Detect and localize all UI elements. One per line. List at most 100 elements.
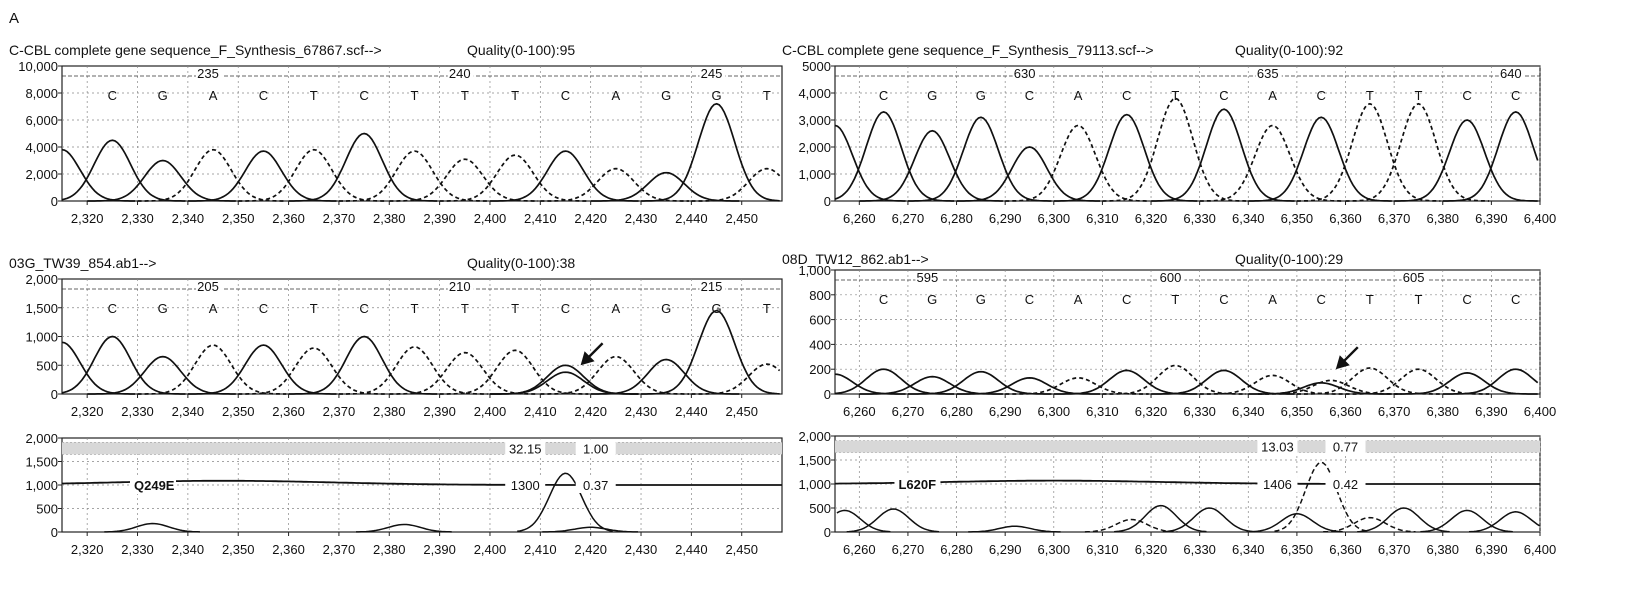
trace-peak bbox=[87, 159, 236, 202]
x-tick-label: 2,320 bbox=[71, 211, 104, 226]
annotation-value: 1.00 bbox=[583, 441, 608, 456]
difference-peak bbox=[1420, 509, 1513, 533]
difference-peak bbox=[1250, 513, 1343, 533]
trace-peak bbox=[1394, 119, 1538, 202]
base-call: G bbox=[661, 301, 671, 316]
y-tick-label: 2,000 bbox=[25, 272, 58, 287]
position-label-bg bbox=[196, 67, 223, 83]
trace-peak bbox=[956, 377, 1101, 395]
x-tick-label: 6,310 bbox=[1086, 404, 1119, 419]
x-tick-label: 6,280 bbox=[940, 211, 973, 226]
position-label: 245 bbox=[701, 66, 723, 81]
x-tick-label: 2,400 bbox=[474, 542, 507, 557]
trace-peak bbox=[590, 171, 740, 202]
y-tick-label: 0 bbox=[51, 525, 58, 540]
x-tick-label: 2,450 bbox=[725, 404, 758, 419]
y-tick-label: 1,500 bbox=[25, 455, 58, 470]
position-label-bg bbox=[447, 280, 474, 296]
threshold-band bbox=[835, 440, 1540, 453]
x-tick-label: 6,350 bbox=[1281, 404, 1314, 419]
baseline-trace bbox=[62, 479, 782, 486]
trace-peak bbox=[1151, 369, 1295, 395]
y-tick-label: 0 bbox=[824, 194, 831, 209]
x-tick-label: 6,270 bbox=[892, 542, 925, 557]
x-tick-label: 6,300 bbox=[1038, 404, 1071, 419]
arrow-head bbox=[580, 351, 595, 366]
base-call: C bbox=[1317, 292, 1326, 307]
x-tick-label: 6,380 bbox=[1426, 211, 1459, 226]
x-tick-label: 6,330 bbox=[1183, 404, 1216, 419]
trace-peak bbox=[1345, 102, 1490, 202]
y-tick-label: 2,000 bbox=[798, 140, 831, 155]
threshold-band bbox=[62, 442, 782, 455]
position-label-bg bbox=[447, 67, 474, 83]
trace-peak bbox=[1199, 124, 1344, 202]
x-tick-label: 6,260 bbox=[843, 542, 876, 557]
trace-peak bbox=[691, 363, 781, 395]
base-call: T bbox=[511, 88, 519, 103]
trace-peak bbox=[540, 167, 689, 202]
difference-peak bbox=[542, 526, 638, 533]
annotation-bg bbox=[1257, 475, 1298, 492]
x-tick-label: 2,380 bbox=[373, 542, 406, 557]
x-tick-label: 6,330 bbox=[1183, 542, 1216, 557]
plot-frame bbox=[834, 269, 1541, 395]
x-tick-label: 6,400 bbox=[1524, 211, 1557, 226]
base-call: C bbox=[259, 301, 268, 316]
panels-group: C-CBL complete gene sequence_F_Synthesis… bbox=[9, 42, 1556, 557]
x-tick-label: 6,380 bbox=[1426, 542, 1459, 557]
x-tick-label: 2,440 bbox=[675, 211, 708, 226]
x-tick-label: 2,330 bbox=[121, 211, 154, 226]
trace-peak bbox=[1442, 110, 1539, 202]
base-call: G bbox=[158, 88, 168, 103]
x-tick-label: 2,400 bbox=[474, 404, 507, 419]
trace-peak bbox=[908, 370, 1052, 395]
x-tick-label: 2,320 bbox=[71, 542, 104, 557]
x-tick-label: 6,300 bbox=[1038, 542, 1071, 557]
x-tick-label: 2,380 bbox=[373, 211, 406, 226]
x-tick-label: 6,390 bbox=[1475, 542, 1508, 557]
trace-peak bbox=[1102, 364, 1246, 395]
x-tick-label: 6,360 bbox=[1329, 542, 1362, 557]
position-label: 640 bbox=[1500, 66, 1522, 81]
position-label-bg bbox=[699, 67, 726, 83]
x-tick-label: 6,290 bbox=[989, 404, 1022, 419]
trace-panel-2: C-CBL complete gene sequence_F_Synthesis… bbox=[782, 42, 1556, 226]
base-call: T bbox=[1414, 292, 1422, 307]
base-call: A bbox=[612, 88, 621, 103]
base-call: G bbox=[927, 88, 937, 103]
base-call: T bbox=[511, 301, 519, 316]
base-call: C bbox=[1025, 88, 1034, 103]
position-label-bg bbox=[1401, 271, 1428, 287]
trace-peak bbox=[61, 341, 136, 395]
x-tick-label: 2,400 bbox=[474, 211, 507, 226]
trace-peak bbox=[1005, 124, 1149, 202]
trace-peak bbox=[61, 335, 186, 395]
plot-frame bbox=[61, 65, 783, 202]
base-call: C bbox=[108, 301, 117, 316]
mutation-label-bg bbox=[130, 476, 176, 494]
trace-quality: Quality(0-100):38 bbox=[467, 255, 575, 271]
baseline-trace bbox=[835, 479, 1540, 485]
x-tick-label: 2,370 bbox=[323, 404, 356, 419]
y-tick-label: 1,000 bbox=[25, 330, 58, 345]
trace-peak bbox=[1199, 374, 1344, 395]
annotation-value: 0.77 bbox=[1333, 440, 1358, 455]
trace-peak bbox=[1297, 102, 1441, 202]
x-tick-label: 6,350 bbox=[1281, 211, 1314, 226]
x-tick-label: 2,440 bbox=[675, 542, 708, 557]
y-tick-label: 2,000 bbox=[25, 431, 58, 446]
x-tick-label: 6,290 bbox=[989, 211, 1022, 226]
base-call: C bbox=[879, 292, 888, 307]
x-tick-label: 2,350 bbox=[222, 542, 255, 557]
trace-peak bbox=[1442, 368, 1539, 395]
base-call: A bbox=[612, 301, 621, 316]
trace-quality: Quality(0-100):92 bbox=[1235, 42, 1343, 58]
y-tick-label: 800 bbox=[809, 288, 831, 303]
position-label: 595 bbox=[917, 270, 939, 285]
trace-peak bbox=[339, 346, 488, 395]
position-label: 205 bbox=[197, 279, 219, 294]
mutation-label: Q249E bbox=[134, 478, 175, 493]
y-tick-label: 0 bbox=[51, 387, 58, 402]
